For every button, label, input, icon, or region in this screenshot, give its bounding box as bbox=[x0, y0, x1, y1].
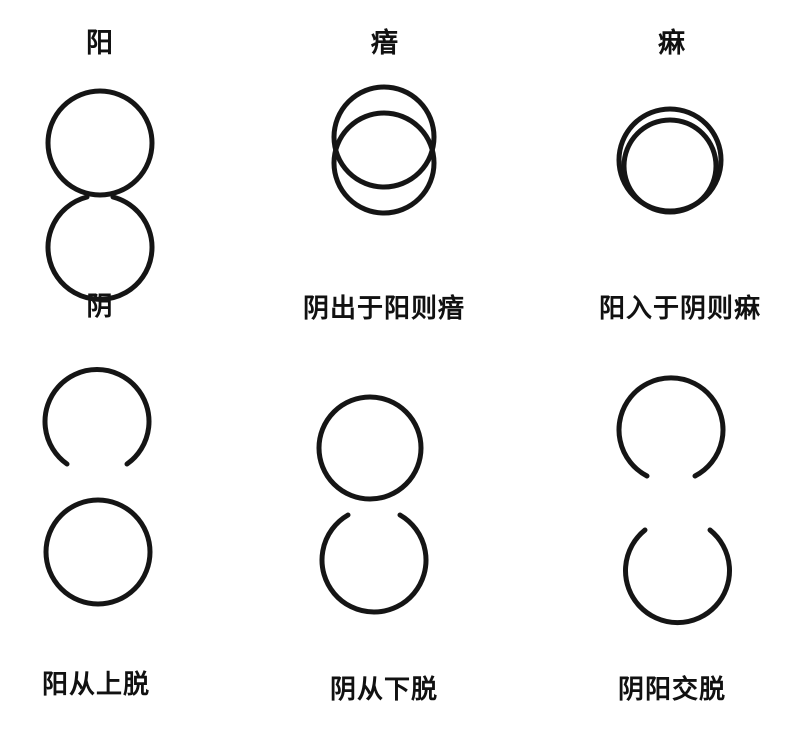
lower-open-circle bbox=[623, 527, 732, 626]
lower-open-circle bbox=[319, 512, 429, 615]
label-yang: 阳 bbox=[86, 28, 114, 59]
mute-overlap-figure bbox=[331, 84, 437, 216]
upper-circle bbox=[331, 84, 437, 190]
upper-open-circle bbox=[42, 367, 152, 467]
label-yin-escapes-down: 阴从下脱 bbox=[329, 675, 439, 705]
label-yin-yang-escape: 阴阳交脱 bbox=[617, 675, 727, 705]
inner-circle bbox=[621, 117, 719, 215]
lower-open-circle bbox=[45, 194, 155, 302]
upper-open-circle bbox=[616, 375, 726, 479]
label-yin-out-of-yang: 阴出于阳则瘖 bbox=[302, 294, 466, 324]
numb-overlap-figure bbox=[616, 106, 724, 215]
yang-escape-up-figure bbox=[42, 367, 153, 607]
label-yin-mute: 瘖 bbox=[371, 28, 399, 59]
lower-circle bbox=[331, 110, 437, 216]
label-numb: 痳 bbox=[658, 28, 686, 59]
yang-overlap-figure bbox=[45, 88, 155, 302]
label-yang-escapes-up: 阳从上脱 bbox=[41, 670, 151, 700]
label-yang-into-yin: 阳入于阴则痳 bbox=[598, 294, 762, 324]
yin-escape-down-figure bbox=[316, 394, 429, 615]
upper-circle bbox=[45, 88, 155, 198]
upper-circle bbox=[316, 394, 424, 502]
yin-yang-mutual-escape-figure bbox=[616, 375, 732, 626]
lower-circle bbox=[43, 497, 153, 607]
